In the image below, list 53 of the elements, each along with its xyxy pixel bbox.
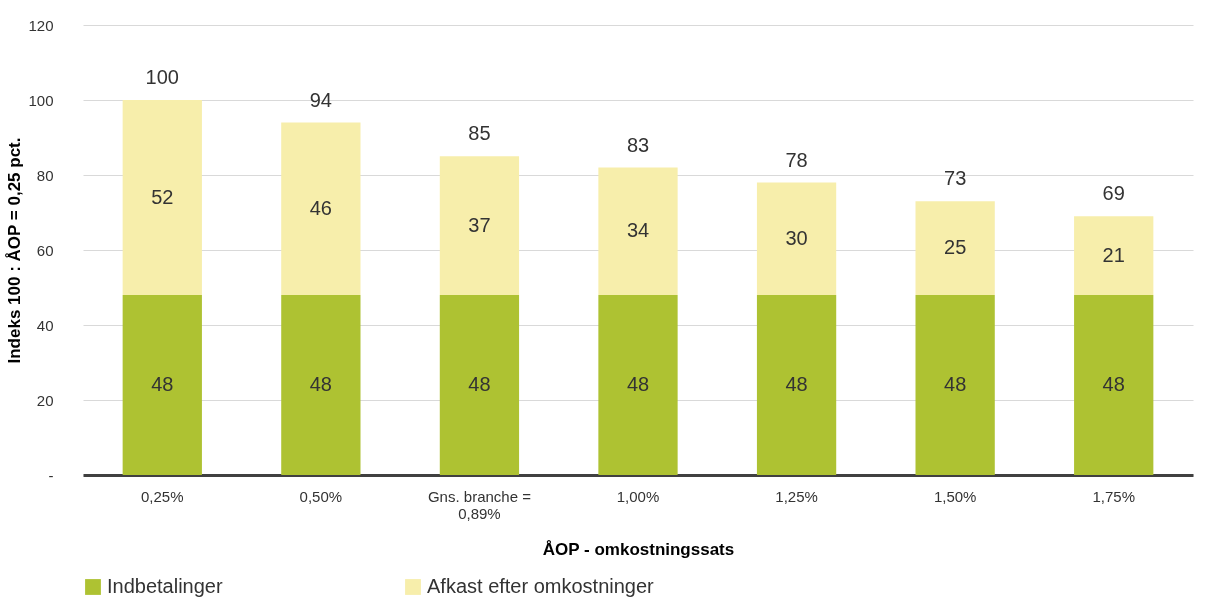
total-label: 69 (1102, 182, 1125, 205)
data-label: 48 (626, 373, 650, 395)
bar (756, 295, 837, 475)
total-label: 100 (145, 66, 179, 88)
bar (122, 295, 202, 475)
data-label: 52 (151, 185, 174, 208)
legend-label: Indbetalinger (107, 575, 223, 597)
bar (598, 167, 678, 295)
data-label: 48 (1102, 373, 1125, 395)
bar (598, 295, 678, 475)
data-label: 21 (1102, 243, 1125, 266)
legend-label: Afkast efter omkostninger (427, 575, 655, 597)
bar (122, 100, 202, 295)
data-label: 48 (944, 373, 967, 395)
data-label: 48 (785, 373, 808, 395)
y-tick-label: 60 (36, 241, 54, 259)
y-tick-label: 120 (28, 16, 54, 34)
y-tick-label: - (48, 466, 54, 484)
bar (1074, 295, 1154, 475)
y-axis-title: Indeks 100 : ÅOP = 0,25 pct. (5, 137, 25, 364)
y-tick-label: 100 (28, 91, 54, 109)
bar (915, 201, 995, 295)
data-label: 48 (309, 373, 332, 395)
y-tick-label: 40 (36, 316, 54, 334)
total-label: 73 (944, 167, 967, 190)
x-tick-label: 0,25% (141, 487, 184, 505)
total-label: 78 (785, 148, 808, 171)
x-tick-label: 0,50% (299, 487, 343, 505)
total-label: 85 (468, 122, 491, 145)
bar (281, 295, 361, 475)
bar (915, 295, 995, 475)
y-tick-label: 80 (36, 166, 54, 184)
data-label: 48 (468, 373, 491, 395)
y-tick-label: 20 (36, 391, 54, 409)
bar (1074, 216, 1154, 295)
total-label: 94 (309, 88, 332, 111)
data-label: 30 (785, 226, 808, 249)
x-tick-label: 1,00% (616, 487, 660, 505)
bar (439, 156, 520, 295)
data-label: 46 (309, 196, 332, 219)
bar (439, 295, 520, 475)
bar (756, 182, 837, 295)
x-tick-label: 1,50% (933, 487, 977, 505)
total-label: 83 (626, 133, 650, 156)
data-label: 25 (944, 236, 967, 259)
x-tick-label: Gns. branche = 0,89% (427, 487, 532, 522)
x-tick-label: 1,75% (1092, 487, 1135, 505)
data-label: 34 (626, 219, 650, 242)
x-tick-label: 1,25% (775, 487, 818, 505)
bar (281, 122, 361, 295)
data-label: 48 (151, 373, 174, 395)
x-axis-title: ÅOP - omkostningssats (542, 539, 735, 559)
data-label: 37 (468, 213, 491, 236)
